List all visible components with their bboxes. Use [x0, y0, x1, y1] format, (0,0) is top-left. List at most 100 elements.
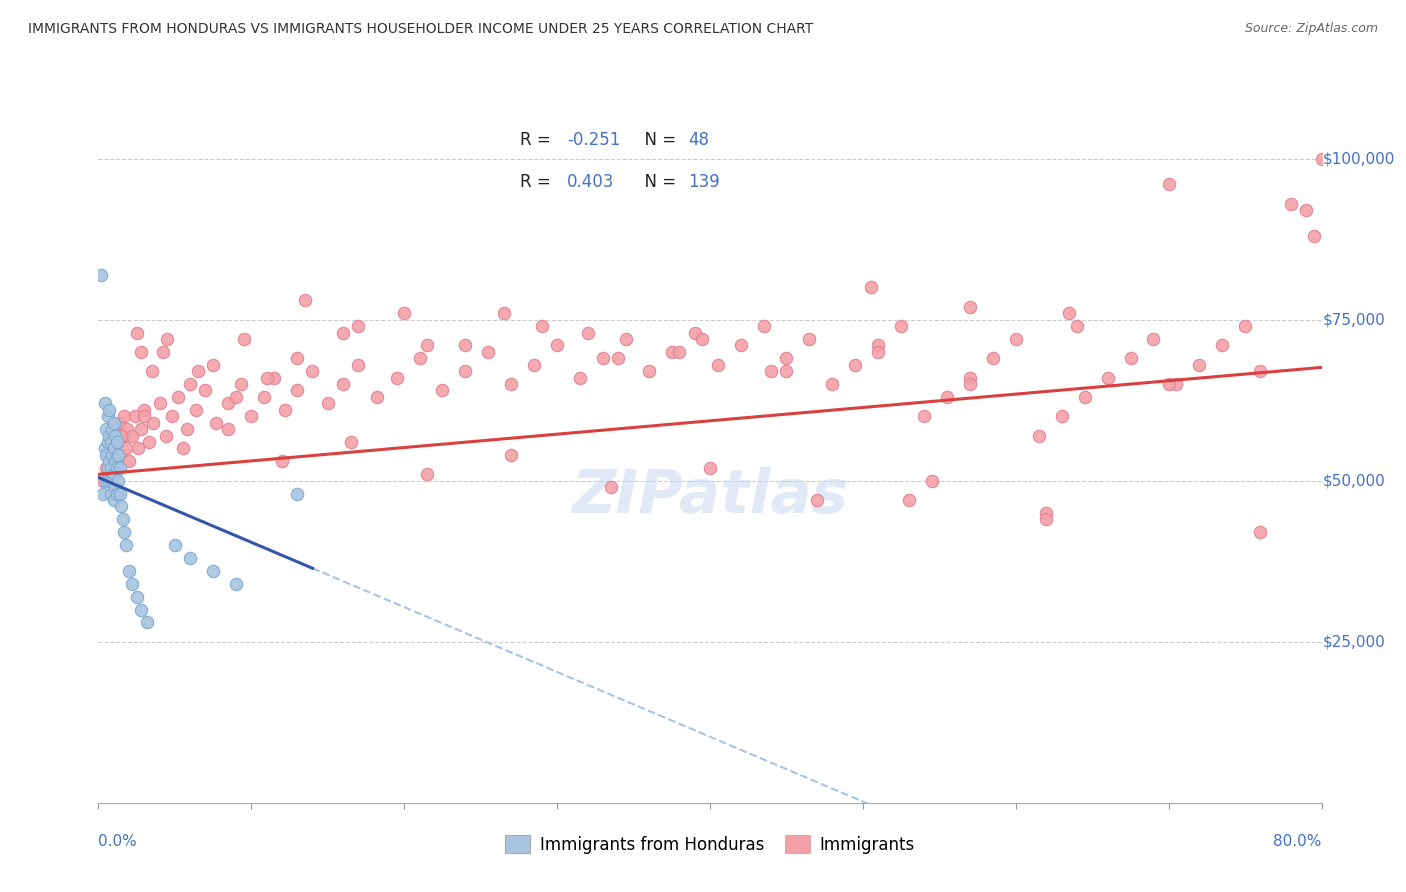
Point — [105, 435, 128, 450]
Point — [179, 551, 201, 566]
Point — [806, 493, 828, 508]
Point — [98, 454, 121, 468]
Point — [959, 370, 981, 384]
Point — [347, 358, 370, 372]
Point — [416, 338, 439, 352]
Point — [115, 442, 138, 456]
Point — [416, 467, 439, 482]
Point — [1249, 364, 1271, 378]
Point — [285, 384, 308, 398]
Point — [1211, 338, 1233, 352]
Point — [799, 332, 821, 346]
Point — [91, 486, 114, 500]
Point — [98, 474, 121, 488]
Point — [98, 402, 121, 417]
Point — [107, 474, 129, 488]
Point — [1303, 228, 1326, 243]
Point — [107, 448, 129, 462]
Point — [668, 344, 690, 359]
Point — [692, 332, 714, 346]
Point — [163, 538, 186, 552]
Point — [176, 422, 198, 436]
Point — [959, 377, 981, 392]
Point — [592, 351, 614, 366]
Point — [98, 448, 121, 462]
Point — [103, 416, 125, 430]
Point — [101, 474, 124, 488]
Point — [104, 480, 127, 494]
Point — [117, 422, 139, 436]
Point — [100, 435, 122, 450]
Point — [1028, 428, 1050, 442]
Point — [94, 448, 117, 462]
Text: N =: N = — [634, 131, 682, 149]
Point — [91, 474, 114, 488]
Point — [194, 384, 217, 398]
Point — [569, 370, 592, 384]
Point — [205, 416, 228, 430]
Point — [100, 460, 122, 475]
Point — [454, 364, 477, 378]
Point — [94, 422, 117, 436]
Point — [108, 416, 131, 430]
Point — [111, 512, 134, 526]
Point — [637, 364, 661, 378]
Point — [152, 344, 174, 359]
Point — [912, 409, 935, 424]
Point — [97, 409, 120, 424]
Point — [107, 435, 129, 450]
Point — [103, 467, 125, 482]
Point — [105, 486, 128, 500]
Point — [129, 344, 152, 359]
Point — [225, 576, 247, 591]
Point — [104, 454, 127, 468]
Point — [1157, 377, 1180, 392]
Point — [156, 332, 179, 346]
Point — [1326, 358, 1348, 372]
Text: 139: 139 — [688, 173, 720, 191]
Point — [775, 364, 797, 378]
Point — [981, 351, 1004, 366]
Point — [1050, 409, 1073, 424]
Text: 80.0%: 80.0% — [1274, 834, 1322, 849]
Point — [118, 564, 141, 578]
Point — [108, 486, 131, 500]
Point — [125, 590, 148, 604]
Point — [217, 396, 239, 410]
Point — [138, 435, 160, 450]
Point — [142, 416, 165, 430]
Point — [683, 326, 706, 340]
Point — [936, 390, 959, 404]
Point — [172, 442, 194, 456]
Point — [347, 319, 370, 334]
Point — [385, 370, 408, 384]
Point — [263, 370, 285, 384]
Text: N =: N = — [634, 173, 682, 191]
Point — [316, 396, 339, 410]
Point — [232, 332, 254, 346]
Text: Source: ZipAtlas.com: Source: ZipAtlas.com — [1244, 22, 1378, 36]
Text: $100,000: $100,000 — [1323, 151, 1395, 166]
Point — [1119, 351, 1142, 366]
Point — [1142, 332, 1164, 346]
Legend: Immigrants from Honduras, Immigrants: Immigrants from Honduras, Immigrants — [499, 829, 921, 861]
Text: 0.403: 0.403 — [567, 173, 614, 191]
Point — [112, 409, 135, 424]
Point — [332, 377, 354, 392]
Point — [1234, 319, 1257, 334]
Point — [103, 493, 125, 508]
Text: $25,000: $25,000 — [1323, 634, 1386, 649]
Point — [125, 326, 148, 340]
Point — [959, 300, 981, 314]
Point — [614, 332, 637, 346]
Point — [454, 338, 477, 352]
Point — [104, 428, 127, 442]
Point — [408, 351, 430, 366]
Point — [124, 409, 146, 424]
Point — [477, 344, 499, 359]
Point — [599, 480, 621, 494]
Point — [921, 474, 943, 488]
Point — [229, 377, 252, 392]
Point — [105, 454, 128, 468]
Point — [103, 442, 125, 456]
